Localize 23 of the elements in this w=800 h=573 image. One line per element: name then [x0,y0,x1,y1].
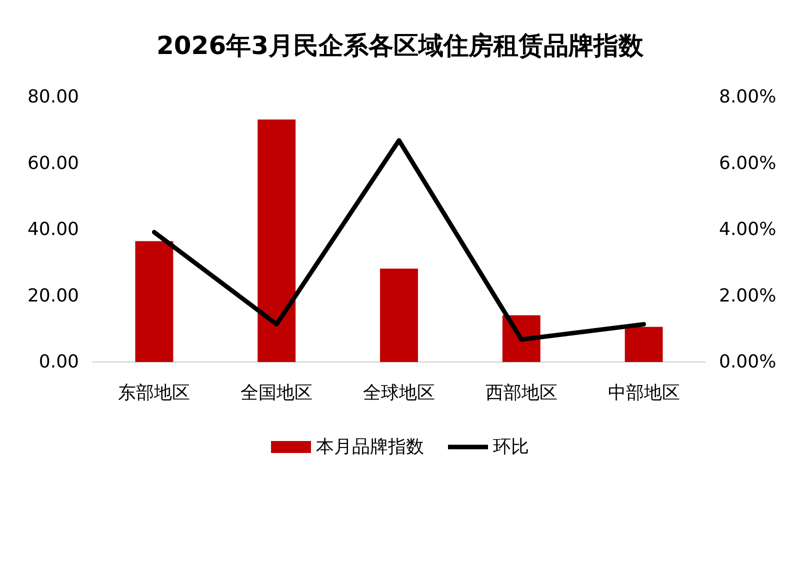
y-tick-label: 20.00 [27,285,79,306]
legend-label: 环比 [493,436,529,458]
y-tick-label: 80.00 [27,86,79,108]
x-tick-label: 东部地区 [118,382,190,404]
bar [135,241,174,362]
y2-tick-label: 6.00% [719,152,776,174]
legend-label: 本月品牌指数 [316,436,424,458]
y-tick-label: 40.00 [27,219,79,240]
line-series [152,138,646,342]
bar [258,120,296,362]
x-tick-label: 西部地区 [485,382,558,404]
bar [380,268,418,362]
y-tick-label: 60.00 [27,152,79,174]
bar [624,326,663,362]
y2-tick-label: 2.00% [719,285,776,306]
x-tick-label: 全国地区 [240,382,313,404]
x-tick-label: 全球地区 [363,382,435,404]
y2-tick-label: 8.00% [719,86,776,108]
y2-tick-label: 4.00% [719,219,776,240]
x-tick-label: 中部地区 [608,382,680,404]
y2-tick-label: 0.00% [719,352,776,372]
y-tick-label: 0.00 [38,352,79,372]
chart-title: 2026年3月民企系各区域住房租赁品牌指数 [156,31,644,60]
